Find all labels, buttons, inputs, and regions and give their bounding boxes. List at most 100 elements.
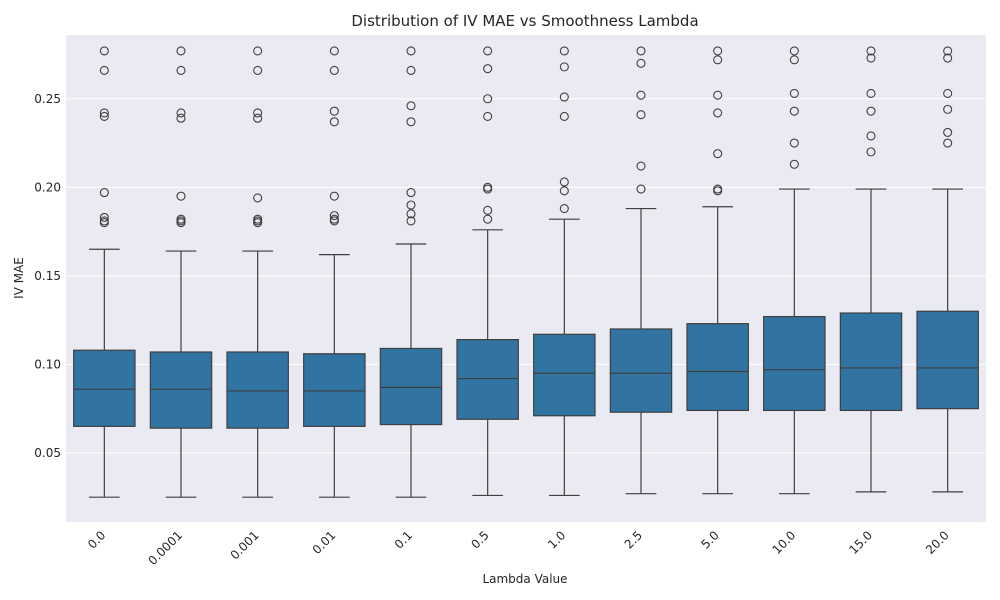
iqr-box <box>533 333 596 417</box>
outlier-point <box>253 108 263 118</box>
plot-area-background <box>66 35 986 522</box>
iqr-box <box>839 312 903 412</box>
box-group <box>686 46 749 495</box>
box-series <box>73 46 979 498</box>
box-group <box>916 46 979 493</box>
outlier-point <box>636 90 646 100</box>
outlier-point <box>329 191 339 201</box>
outlier-point <box>943 138 953 148</box>
box-group <box>533 46 596 497</box>
outlier-point <box>253 193 263 203</box>
iqr-box <box>149 351 213 429</box>
outlier-point <box>406 188 416 198</box>
outlier-point <box>253 113 263 123</box>
outlier-point <box>559 111 569 122</box>
outlier-point <box>99 218 109 228</box>
outlier-point <box>329 216 339 226</box>
x-axis-label: Lambda Value <box>482 572 567 586</box>
outlier-point <box>176 65 186 75</box>
y-tick-labels: 0.05 0.10 0.15 0.20 0.25 <box>34 92 61 460</box>
y-tick-label: 0.20 <box>34 180 61 194</box>
outlier-point <box>253 65 263 75</box>
outlier-point <box>713 55 723 65</box>
x-tick-label: 5.0 <box>698 528 721 551</box>
outlier-point <box>866 131 876 141</box>
y-tick-label: 0.25 <box>34 92 61 106</box>
iqr-box <box>303 353 366 427</box>
x-tick-label: 10.0 <box>770 528 799 557</box>
chart-title: Distribution of IV MAE vs Smoothness Lam… <box>351 12 698 30</box>
outlier-point <box>636 161 646 171</box>
iqr-box <box>609 328 673 413</box>
outlier-point <box>559 46 569 56</box>
outlier-point <box>789 106 799 116</box>
iqr-box <box>73 349 136 427</box>
outlier-point <box>176 46 186 56</box>
outlier-point <box>483 214 493 224</box>
outlier-point <box>866 46 876 56</box>
outlier-point <box>713 90 723 100</box>
box-group <box>839 46 903 493</box>
outlier-point <box>636 46 646 56</box>
box-group <box>379 46 443 498</box>
outlier-point <box>943 46 953 56</box>
y-tick-label: 0.05 <box>34 446 61 460</box>
box-group <box>456 46 519 497</box>
iqr-box <box>686 323 749 412</box>
iqr-box <box>763 315 826 412</box>
outlier-point <box>789 88 799 98</box>
outlier-point <box>636 110 646 120</box>
box-group <box>226 46 289 498</box>
outlier-point <box>329 117 339 127</box>
outlier-point <box>329 46 339 56</box>
outlier-point <box>483 184 493 194</box>
outlier-point <box>329 65 339 75</box>
outlier-point <box>406 200 416 210</box>
outlier-point <box>406 46 416 56</box>
outlier-point <box>176 108 186 118</box>
outlier-point <box>99 212 109 222</box>
y-tick-label: 0.10 <box>34 357 61 371</box>
y-tick-label: 0.15 <box>34 269 61 283</box>
outlier-point <box>559 177 569 187</box>
outlier-point <box>713 186 723 196</box>
box-group <box>303 46 366 498</box>
outlier-point <box>176 113 186 123</box>
outlier-point <box>99 111 109 122</box>
box-group <box>73 46 136 498</box>
x-tick-labels: 0.0 0.0001 0.001 0.01 0.1 0.5 1.0 2.5 5.0 10.0 15.… <box>85 528 952 568</box>
outlier-point <box>253 46 263 56</box>
outlier-point <box>559 92 569 102</box>
outlier-point <box>866 147 876 157</box>
x-tick-label: 0.01 <box>310 528 339 557</box>
outlier-point <box>789 159 799 169</box>
x-tick-label: 0.0001 <box>146 528 186 568</box>
outlier-point <box>176 218 186 228</box>
outlier-point <box>99 46 109 56</box>
y-axis-label: IV MAE <box>12 257 26 299</box>
iqr-box <box>916 310 979 410</box>
iqr-box <box>456 338 519 420</box>
outlier-point <box>99 188 109 198</box>
outlier-point <box>406 101 416 111</box>
iqr-box <box>226 351 289 429</box>
box-group <box>763 46 826 495</box>
outlier-point <box>713 108 723 118</box>
outlier-point <box>943 104 953 114</box>
outlier-point <box>406 216 416 226</box>
outlier-point <box>713 46 723 56</box>
outlier-point <box>253 218 263 228</box>
outlier-point <box>99 108 109 118</box>
outlier-point <box>99 65 109 75</box>
outlier-point <box>406 117 416 127</box>
outlier-point <box>866 88 876 98</box>
outlier-point <box>483 64 493 74</box>
outlier-point <box>406 65 416 75</box>
outlier-point <box>789 55 799 65</box>
outlier-point <box>636 184 646 194</box>
outlier-point <box>866 106 876 116</box>
outlier-point <box>559 62 569 72</box>
box-group <box>609 46 673 495</box>
outlier-point <box>789 46 799 56</box>
